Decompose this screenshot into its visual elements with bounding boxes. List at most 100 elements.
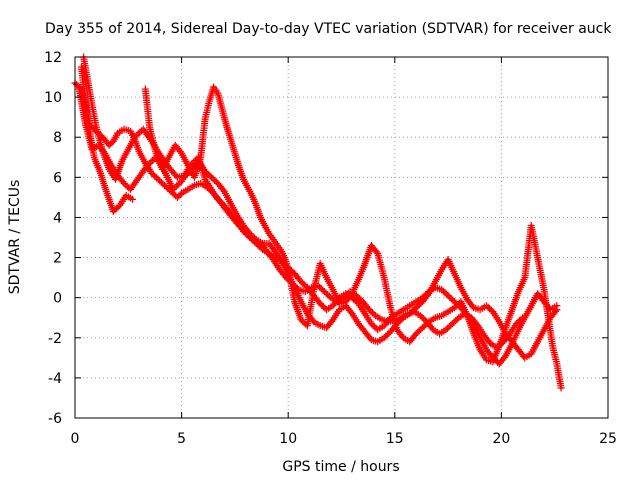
y-tick-label: 12 — [44, 50, 62, 66]
data-point — [129, 195, 137, 203]
data-point — [367, 307, 375, 315]
y-tick-label: 6 — [53, 170, 62, 186]
data-point — [114, 203, 122, 211]
data-point — [351, 297, 359, 305]
data-point — [417, 325, 425, 333]
data-point — [149, 156, 157, 164]
data-point — [414, 302, 422, 310]
data-point — [486, 305, 494, 313]
data-point — [450, 304, 458, 312]
data-point — [319, 303, 327, 311]
data-point — [320, 288, 328, 296]
data-point — [353, 298, 361, 306]
data-point — [447, 295, 455, 303]
data-point — [449, 296, 457, 304]
data-point — [113, 204, 121, 212]
data-point — [182, 171, 190, 179]
data-point — [484, 303, 492, 311]
series-track-d — [77, 63, 565, 392]
y-tick-label: 2 — [53, 251, 62, 267]
data-point — [322, 289, 330, 297]
data-point — [134, 130, 142, 138]
y-tick-label: 10 — [44, 90, 62, 106]
data-point — [441, 289, 449, 297]
data-point — [111, 206, 119, 214]
data-point — [318, 301, 326, 309]
data-point — [251, 234, 259, 242]
data-point — [398, 315, 406, 323]
data-point — [120, 179, 128, 187]
data-point — [383, 331, 391, 339]
data-point — [500, 353, 508, 361]
data-point — [420, 322, 428, 330]
y-tick-label: -2 — [48, 331, 62, 347]
data-point — [201, 167, 209, 175]
data-point — [448, 320, 456, 328]
data-point — [412, 304, 420, 312]
data-point — [325, 292, 333, 300]
data-point — [487, 306, 495, 314]
data-point — [176, 191, 184, 199]
data-point — [552, 307, 560, 315]
data-point — [372, 248, 380, 256]
data-point — [317, 285, 325, 293]
plot-frame — [74, 56, 609, 419]
data-point — [211, 176, 219, 184]
y-tick-label: -4 — [48, 371, 62, 387]
data-point — [299, 279, 307, 287]
data-point — [445, 323, 453, 331]
data-point — [422, 321, 430, 329]
data-point — [453, 315, 461, 323]
data-point — [172, 182, 180, 190]
data-point — [204, 170, 212, 178]
data-point — [157, 178, 165, 186]
data-point — [368, 309, 376, 317]
data-point — [415, 301, 423, 309]
data-point — [438, 286, 446, 294]
data-point — [174, 181, 182, 189]
data-point — [170, 190, 178, 198]
data-point — [328, 317, 336, 325]
y-tick-label: -6 — [48, 411, 62, 427]
y-tick-labels: -6 -4 -2 0 2 4 6 8 10 12 — [44, 50, 62, 427]
data-point — [300, 281, 308, 289]
data-point — [109, 207, 117, 215]
data-point — [151, 172, 159, 180]
data-point — [209, 175, 217, 183]
data-point — [380, 334, 388, 342]
x-axis-label: GPS time / hours — [282, 459, 399, 475]
data-point — [217, 198, 225, 206]
x-tick-label: 0 — [71, 431, 80, 447]
data-point — [122, 181, 130, 189]
x-tick-label: 10 — [279, 431, 297, 447]
data-point — [246, 229, 254, 237]
data-point — [452, 317, 460, 325]
data-point — [367, 320, 375, 328]
data-point — [382, 332, 390, 340]
data-point — [442, 326, 450, 334]
data-point — [416, 312, 424, 320]
data-point — [409, 307, 417, 315]
y-tick-label: 4 — [53, 210, 62, 226]
data-point — [412, 330, 420, 338]
data-point — [450, 318, 458, 326]
x-tick-label: 25 — [599, 431, 617, 447]
data-point — [482, 302, 490, 310]
data-point — [418, 313, 426, 321]
data-point — [444, 292, 452, 300]
data-point — [369, 321, 377, 329]
data-point — [219, 186, 227, 194]
data-point — [454, 301, 462, 309]
data-point — [316, 300, 324, 308]
data-point — [447, 321, 455, 329]
data-point — [148, 169, 156, 177]
data-point — [153, 174, 161, 182]
data-point — [159, 180, 167, 188]
data-point — [207, 173, 215, 181]
data-point — [161, 181, 169, 189]
data-point — [415, 327, 423, 335]
data-point — [553, 306, 561, 314]
data-point — [156, 177, 164, 185]
data-point — [356, 295, 364, 303]
